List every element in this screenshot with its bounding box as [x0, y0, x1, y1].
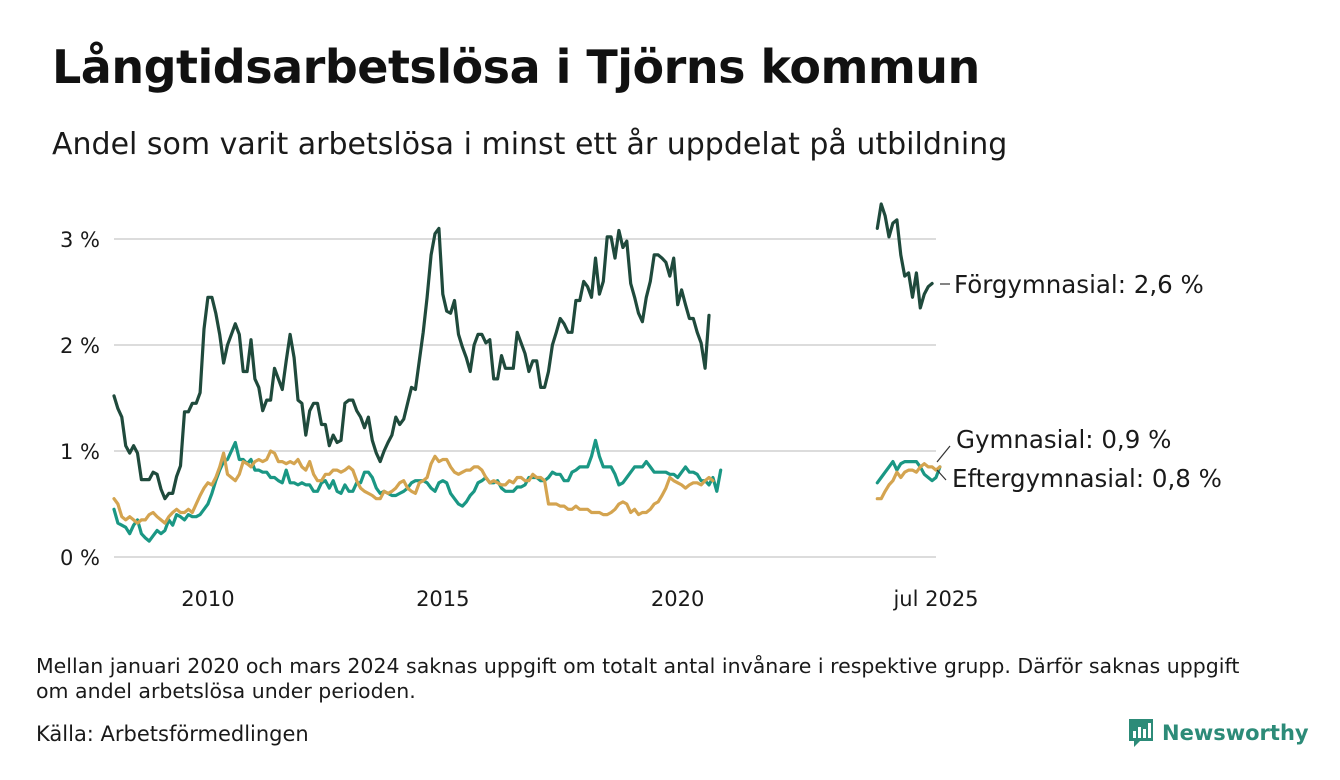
series-line-segment	[112, 226, 711, 501]
bar-chart-logo-icon	[1129, 719, 1153, 747]
x-axis: 2010 2015 2020 jul 2025	[181, 587, 978, 611]
x-tick-label: jul 2025	[892, 587, 978, 611]
label-leader-line	[936, 445, 951, 463]
series-end-label: Förgymnasial: 2,6 %	[954, 270, 1204, 299]
gridlines	[114, 238, 936, 558]
x-tick-label: 2015	[416, 587, 469, 611]
series-end-label: Gymnasial: 0,9 %	[956, 425, 1171, 454]
brand-name: Newsworthy	[1162, 721, 1309, 745]
x-tick-label: 2020	[651, 587, 704, 611]
series-lines	[112, 202, 942, 543]
series-line-segment	[112, 438, 723, 543]
label-leader-line	[936, 469, 947, 481]
y-tick-label: 2 %	[60, 334, 100, 358]
x-tick-label: 2010	[181, 587, 234, 611]
y-axis: 0 % 1 % 2 % 3 %	[60, 228, 100, 570]
series-line-segment	[112, 449, 715, 525]
line-chart: 0 % 1 % 2 % 3 % 2010 2015 2020 jul 2025 Förgym…	[60, 202, 1222, 611]
chart-subtitle: Andel som varit arbetslösa i minst ett å…	[52, 127, 1008, 162]
chart-title: Långtidsarbetslösa i Tjörns kommun	[52, 40, 980, 94]
series-end-label: Eftergymnasial: 0,8 %	[952, 464, 1222, 493]
y-tick-label: 0 %	[60, 546, 100, 570]
y-tick-label: 3 %	[60, 228, 100, 252]
series-end-labels: Förgymnasial: 2,6 % Gymnasial: 0,9 % Efter…	[936, 270, 1222, 493]
series-line-segment	[875, 462, 942, 501]
footnote: Mellan januari 2020 och mars 2024 saknas…	[36, 654, 1240, 703]
series-förgymnasial	[112, 202, 934, 501]
newsworthy-logo: Newsworthy	[1128, 716, 1309, 750]
series-line-segment	[875, 460, 942, 485]
series-gymnasial	[112, 438, 942, 543]
y-tick-label: 1 %	[60, 440, 100, 464]
source-credit: Källa: Arbetsförmedlingen	[36, 722, 309, 746]
series-eftergymnasial	[112, 449, 942, 525]
series-line-segment	[875, 202, 934, 310]
